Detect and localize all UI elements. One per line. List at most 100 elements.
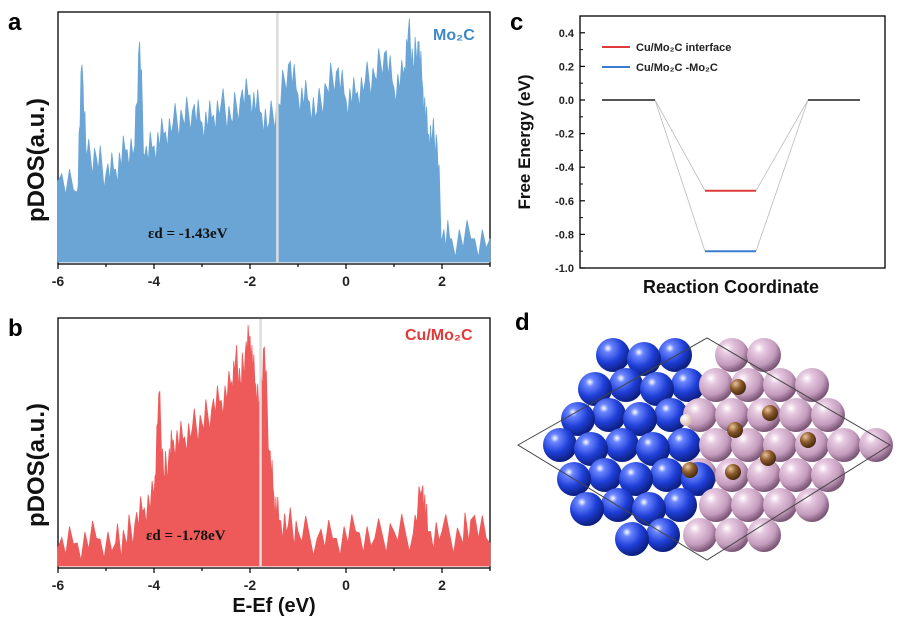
panel-label-c: c bbox=[510, 9, 523, 36]
panel-a-dos-plot: -6 -4 -2 0 2 Mo₂C εd = -1.43eV bbox=[52, 11, 491, 289]
cu-atom bbox=[561, 402, 595, 436]
cu-atom bbox=[605, 428, 639, 462]
panel-b-dos-plot: -6 -4 -2 0 2 Cu/Mo₂C εd = -1.78eV bbox=[52, 317, 491, 593]
panel-c-ylabel: Free Energy (eV) bbox=[515, 74, 534, 209]
mo-atom bbox=[747, 518, 781, 552]
mo-atom bbox=[795, 368, 829, 402]
c-atom bbox=[762, 405, 778, 421]
cu-atom bbox=[636, 432, 670, 466]
cu-atom bbox=[663, 488, 697, 522]
connector-line bbox=[755, 99, 809, 252]
panel-b-xlabel: E-Ef (eV) bbox=[232, 595, 315, 617]
x-tick-label: -2 bbox=[244, 273, 257, 289]
c-atom bbox=[730, 379, 746, 395]
panel-label-d: d bbox=[515, 309, 530, 336]
panel-b-title-text: Cu/Mo₂C bbox=[405, 327, 473, 344]
panel-b-title: Cu/Mo₂C bbox=[405, 327, 473, 344]
mo-atom bbox=[763, 368, 797, 402]
cu-atom bbox=[543, 428, 577, 462]
cu-atom bbox=[650, 458, 684, 492]
mo-atom bbox=[683, 398, 717, 432]
panel-b-ylabel: pDOS(a.u.) bbox=[23, 403, 50, 527]
cu-atom bbox=[667, 428, 701, 462]
cu-atom bbox=[592, 398, 626, 432]
x-tick-label: 2 bbox=[438, 273, 446, 289]
mo-atom bbox=[779, 458, 813, 492]
y-tick-label: -1.0 bbox=[555, 263, 574, 275]
cu-atom bbox=[627, 342, 661, 376]
mo-atom bbox=[731, 488, 765, 522]
c-atom bbox=[725, 464, 741, 480]
cu-atom bbox=[596, 338, 630, 372]
y-tick-label: -0.4 bbox=[555, 162, 575, 174]
cu-atom bbox=[609, 368, 643, 402]
panel-c-energy-lines bbox=[602, 99, 860, 253]
cu-atom bbox=[646, 518, 680, 552]
cu-atom bbox=[671, 368, 705, 402]
cu-atom bbox=[632, 492, 666, 526]
panel-label-a: a bbox=[8, 9, 22, 36]
mo-atom bbox=[763, 488, 797, 522]
panel-b-dos-area bbox=[57, 324, 491, 567]
mo-atom bbox=[779, 398, 813, 432]
connector-line bbox=[654, 99, 706, 252]
mo-atom bbox=[811, 398, 845, 432]
cu-atom bbox=[654, 398, 688, 432]
panel-a-frame bbox=[57, 11, 491, 265]
cu-atom bbox=[640, 372, 674, 406]
legend-label: Cu/Mo₂C interface bbox=[636, 42, 731, 54]
y-tick-label: -0.8 bbox=[555, 229, 574, 241]
cu-atom bbox=[619, 462, 653, 496]
connector-line bbox=[654, 99, 706, 191]
x-tick-label: 0 bbox=[342, 577, 350, 593]
x-tick-label: 2 bbox=[438, 577, 446, 593]
mo-atom bbox=[795, 488, 829, 522]
panel-d-atomic-structure bbox=[517, 337, 893, 561]
y-tick-label: -0.2 bbox=[555, 129, 574, 141]
cu-atom bbox=[601, 488, 635, 522]
legend-label: Cu/Mo₂C -Mo₂C bbox=[636, 62, 718, 74]
c-atom bbox=[727, 422, 743, 438]
c-atom bbox=[760, 450, 776, 466]
panel-b-x-ticks: -6 -4 -2 0 2 bbox=[52, 568, 491, 593]
panel-b-frame bbox=[57, 317, 491, 569]
y-tick-label: 0.4 bbox=[559, 28, 575, 40]
panel-b-annotation: εd = -1.78eV bbox=[146, 528, 226, 544]
panel-c-energy-plot: 0.4 0.2 0.0 -0.2 -0.4 -0.6 -0.8 -1.0 Cu/Mo₂C in… bbox=[555, 15, 886, 275]
connector-line bbox=[755, 99, 809, 191]
x-tick-label: -6 bbox=[52, 273, 65, 289]
mo-atom bbox=[747, 458, 781, 492]
mo-atom bbox=[811, 458, 845, 492]
cu-atom bbox=[623, 402, 657, 436]
x-tick-label: -4 bbox=[148, 273, 161, 289]
panel-c-xlabel: Reaction Coordinate bbox=[643, 277, 819, 297]
panel-a-title: Mo₂C bbox=[433, 27, 475, 44]
x-tick-label: -4 bbox=[148, 577, 161, 593]
h-atom bbox=[680, 414, 692, 426]
cu-atom bbox=[574, 432, 608, 466]
panel-d-atoms bbox=[543, 338, 893, 556]
panel-a-annotation: εd = -1.43eV bbox=[148, 226, 228, 242]
mo-atom bbox=[699, 488, 733, 522]
cu-atom bbox=[615, 522, 649, 556]
mo-atom bbox=[699, 368, 733, 402]
mo-atom bbox=[715, 338, 749, 372]
cu-atom bbox=[658, 338, 692, 372]
x-tick-label: -6 bbox=[52, 577, 65, 593]
cu-atom bbox=[588, 458, 622, 492]
panel-a-ylabel: pDOS(a.u.) bbox=[23, 98, 50, 222]
panel-c-y-ticks: 0.4 0.2 0.0 -0.2 -0.4 -0.6 -0.8 -1.0 bbox=[555, 28, 585, 275]
cu-atom bbox=[570, 492, 604, 526]
x-tick-label: -2 bbox=[244, 577, 257, 593]
c-atom bbox=[682, 462, 698, 478]
panel-a-dos-area bbox=[57, 18, 491, 263]
cu-atom bbox=[578, 372, 612, 406]
panel-label-b: b bbox=[8, 315, 23, 342]
mo-atom bbox=[683, 518, 717, 552]
mo-atom bbox=[747, 338, 781, 372]
mo-atom bbox=[699, 428, 733, 462]
mo-atom bbox=[715, 398, 749, 432]
panel-d-unit-cell bbox=[517, 337, 891, 561]
mo-atom bbox=[827, 428, 861, 462]
y-tick-label: 0.2 bbox=[559, 61, 574, 73]
